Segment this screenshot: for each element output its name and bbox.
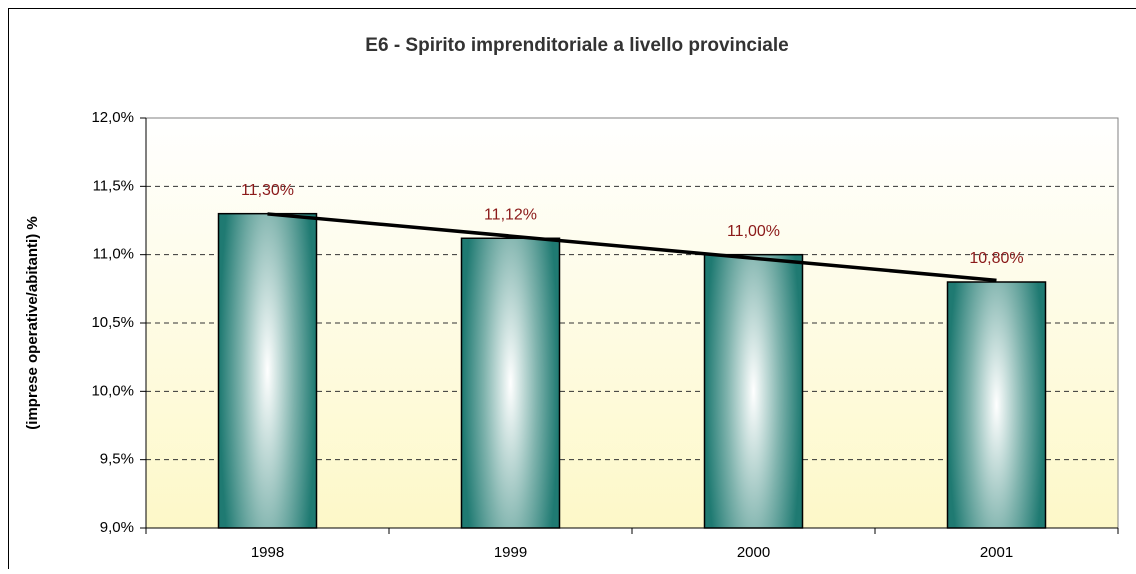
- data-label: 11,12%: [484, 206, 537, 223]
- y-tick-label: 11,0%: [93, 246, 134, 263]
- y-tick-label: 9,0%: [100, 519, 134, 536]
- bar: [705, 255, 803, 528]
- data-label: 11,00%: [727, 223, 780, 240]
- y-tick-label: 11,5%: [93, 177, 134, 194]
- x-tick-label: 1998: [251, 544, 284, 561]
- bar: [948, 282, 1046, 528]
- data-label: 10,80%: [969, 250, 1023, 267]
- y-tick-label: 9,5%: [100, 451, 134, 468]
- y-axis-label: (imprese operative/abitanti) %: [24, 216, 41, 429]
- y-tick-label: 10,5%: [91, 314, 134, 331]
- data-label: 11,30%: [241, 182, 294, 199]
- x-tick-label: 1999: [494, 544, 527, 561]
- x-tick-label: 2001: [980, 544, 1013, 561]
- y-tick-label: 12,0%: [91, 109, 134, 126]
- chart-title: E6 - Spirito imprenditoriale a livello p…: [365, 35, 788, 56]
- bar: [462, 238, 560, 528]
- y-tick-label: 10,0%: [91, 382, 134, 399]
- bar: [219, 214, 317, 528]
- x-tick-label: 2000: [737, 544, 770, 561]
